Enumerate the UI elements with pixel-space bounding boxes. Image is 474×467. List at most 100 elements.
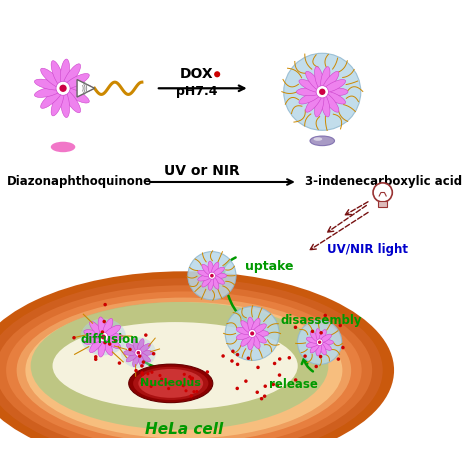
Ellipse shape <box>198 270 211 277</box>
Circle shape <box>319 355 322 358</box>
Circle shape <box>167 387 170 390</box>
Circle shape <box>56 81 70 95</box>
Circle shape <box>103 341 107 344</box>
Circle shape <box>149 385 153 388</box>
Text: Diazonaphthoquinone: Diazonaphthoquinone <box>7 176 152 189</box>
Ellipse shape <box>297 88 321 96</box>
Circle shape <box>209 272 215 279</box>
Circle shape <box>275 384 279 387</box>
Circle shape <box>264 384 267 388</box>
Text: DOX: DOX <box>180 67 214 81</box>
Circle shape <box>255 390 259 394</box>
Circle shape <box>94 358 98 361</box>
Circle shape <box>206 370 209 374</box>
Ellipse shape <box>53 322 298 410</box>
Circle shape <box>311 330 314 333</box>
Ellipse shape <box>211 262 219 275</box>
Circle shape <box>141 373 144 376</box>
Text: release: release <box>269 378 318 391</box>
Ellipse shape <box>90 337 103 353</box>
Circle shape <box>137 351 140 354</box>
Ellipse shape <box>51 90 64 116</box>
Ellipse shape <box>253 331 269 337</box>
Ellipse shape <box>315 67 324 91</box>
Ellipse shape <box>124 350 137 355</box>
Circle shape <box>236 353 239 356</box>
Ellipse shape <box>319 330 326 342</box>
Ellipse shape <box>198 275 211 281</box>
Circle shape <box>273 362 276 365</box>
Ellipse shape <box>35 79 62 90</box>
Circle shape <box>59 85 67 92</box>
Ellipse shape <box>41 89 63 108</box>
Circle shape <box>246 356 250 360</box>
Ellipse shape <box>64 73 89 89</box>
Ellipse shape <box>63 89 81 113</box>
Circle shape <box>278 357 282 361</box>
Ellipse shape <box>60 90 70 118</box>
Text: diffusion: diffusion <box>80 333 139 346</box>
Ellipse shape <box>316 329 321 341</box>
Circle shape <box>314 365 318 368</box>
Circle shape <box>138 354 141 358</box>
Circle shape <box>324 314 327 317</box>
Ellipse shape <box>248 317 254 333</box>
Ellipse shape <box>139 350 153 355</box>
Text: Nucleolus: Nucleolus <box>140 378 201 389</box>
Ellipse shape <box>212 267 225 276</box>
Circle shape <box>140 371 144 375</box>
Circle shape <box>318 340 321 344</box>
Circle shape <box>182 384 185 387</box>
Circle shape <box>142 361 145 364</box>
Circle shape <box>190 377 193 381</box>
Circle shape <box>210 274 214 277</box>
Circle shape <box>100 330 104 334</box>
Circle shape <box>184 389 188 392</box>
Circle shape <box>191 376 194 380</box>
Circle shape <box>373 183 392 202</box>
Ellipse shape <box>298 325 342 360</box>
Ellipse shape <box>323 88 348 96</box>
Ellipse shape <box>323 91 346 104</box>
Circle shape <box>140 364 144 368</box>
Circle shape <box>272 382 275 386</box>
Circle shape <box>146 372 149 375</box>
Circle shape <box>256 366 260 369</box>
Ellipse shape <box>149 371 193 396</box>
Ellipse shape <box>253 333 266 343</box>
Ellipse shape <box>241 321 252 333</box>
Ellipse shape <box>98 338 106 357</box>
Circle shape <box>260 397 264 400</box>
Circle shape <box>160 378 163 381</box>
Ellipse shape <box>0 271 394 467</box>
Ellipse shape <box>147 369 195 398</box>
Circle shape <box>94 355 98 359</box>
Text: UV/NIR light: UV/NIR light <box>327 243 408 256</box>
Ellipse shape <box>252 334 260 349</box>
Ellipse shape <box>248 334 254 350</box>
Circle shape <box>263 395 266 398</box>
Ellipse shape <box>320 340 333 345</box>
Circle shape <box>303 354 307 358</box>
Ellipse shape <box>84 330 102 338</box>
Ellipse shape <box>299 91 321 104</box>
Ellipse shape <box>310 136 335 146</box>
Circle shape <box>225 306 279 361</box>
Ellipse shape <box>236 327 252 335</box>
Ellipse shape <box>126 353 138 362</box>
Circle shape <box>134 369 138 372</box>
Ellipse shape <box>139 353 150 362</box>
Ellipse shape <box>133 354 139 367</box>
Ellipse shape <box>213 273 227 278</box>
Ellipse shape <box>137 354 144 367</box>
Circle shape <box>284 53 361 130</box>
Ellipse shape <box>141 364 200 403</box>
Ellipse shape <box>313 137 322 141</box>
Ellipse shape <box>322 71 339 91</box>
Ellipse shape <box>320 93 330 117</box>
Ellipse shape <box>202 264 212 276</box>
Ellipse shape <box>306 341 319 347</box>
Ellipse shape <box>51 142 75 152</box>
Circle shape <box>152 352 155 355</box>
Ellipse shape <box>306 92 322 112</box>
